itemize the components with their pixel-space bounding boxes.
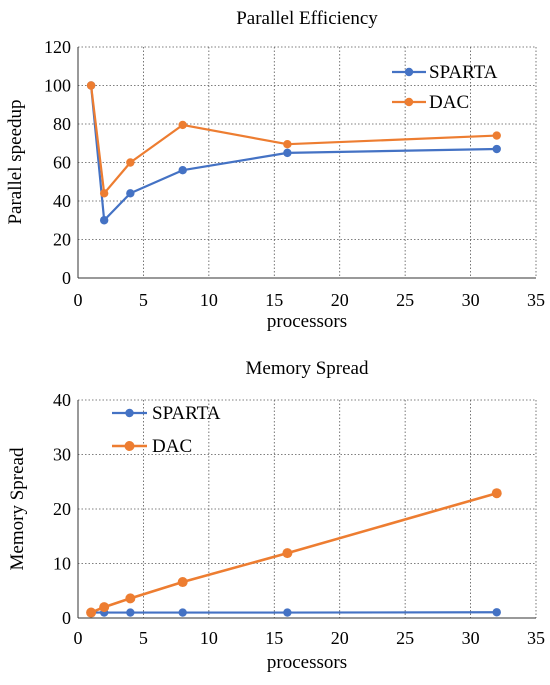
data-point — [126, 189, 134, 197]
data-point — [178, 608, 186, 616]
x-tick-label: 10 — [200, 628, 218, 648]
legend-entry: DAC — [112, 436, 192, 457]
series-line — [91, 493, 497, 612]
x-tick-label: 10 — [200, 290, 218, 310]
data-point — [492, 488, 502, 498]
data-point — [493, 131, 501, 139]
legend-label: SPARTA — [152, 403, 221, 424]
x-tick-label: 30 — [462, 628, 480, 648]
legend-label: DAC — [152, 436, 192, 457]
x-axis-label: processors — [267, 652, 347, 673]
x-tick-label: 25 — [396, 628, 414, 648]
y-tick-label: 60 — [53, 153, 71, 173]
x-axis-label: processors — [267, 311, 347, 332]
y-tick-label: 40 — [53, 191, 71, 211]
data-point — [282, 548, 292, 558]
x-tick-label: 15 — [265, 290, 283, 310]
chart-2: Memory Spread 0 5 10 15 20 25 30 35 0 10 20 30 40 proc… — [7, 358, 545, 673]
x-tick-label: 25 — [396, 290, 414, 310]
data-point — [126, 158, 134, 166]
data-point — [126, 608, 134, 616]
x-tick-label: 30 — [462, 290, 480, 310]
data-point — [99, 602, 109, 612]
data-point — [178, 577, 188, 587]
x-tick-label: 0 — [74, 290, 83, 310]
y-tick-label: 30 — [53, 445, 71, 465]
legend-label: SPARTA — [429, 62, 498, 83]
data-point — [283, 149, 291, 157]
chart-title: Parallel Efficiency — [236, 8, 378, 29]
y-tick-label: 100 — [44, 76, 71, 96]
chart-1: Parallel Efficiency 0 5 10 15 20 25 30 35 0 20 40 60… — [5, 8, 545, 332]
legend-entry: DAC — [392, 92, 469, 113]
legend-entry: SPARTA — [392, 62, 498, 83]
data-point — [493, 145, 501, 153]
y-tick-label: 40 — [53, 390, 71, 410]
x-tick-label: 20 — [331, 628, 349, 648]
y-tick-label: 0 — [62, 268, 71, 288]
x-tick-label: 5 — [139, 290, 148, 310]
data-point — [283, 140, 291, 148]
legend-marker — [405, 98, 413, 106]
x-tick-label: 5 — [139, 628, 148, 648]
data-point — [86, 608, 96, 618]
legend-marker — [125, 409, 133, 417]
legend-entry: SPARTA — [112, 403, 221, 424]
x-tick-label: 35 — [527, 290, 545, 310]
series-sparta — [87, 608, 501, 617]
y-axis-label: Memory Spread — [7, 447, 28, 570]
data-point — [87, 81, 95, 89]
data-point — [493, 608, 501, 616]
data-point — [178, 121, 186, 129]
data-point — [178, 166, 186, 174]
x-tick-label: 35 — [527, 628, 545, 648]
data-point — [100, 216, 108, 224]
legend-marker — [125, 441, 135, 451]
chart-title: Memory Spread — [246, 358, 369, 379]
y-tick-label: 20 — [53, 230, 71, 250]
y-tick-label: 120 — [44, 37, 71, 57]
series-dac — [86, 488, 502, 617]
y-axis-label: Parallel speedup — [5, 99, 26, 224]
y-tick-label: 20 — [53, 499, 71, 519]
y-tick-label: 0 — [62, 608, 71, 628]
legend-marker — [405, 68, 413, 76]
x-tick-label: 0 — [74, 628, 83, 648]
x-tick-label: 20 — [331, 290, 349, 310]
legend-label: DAC — [429, 92, 469, 113]
data-point — [100, 189, 108, 197]
y-tick-label: 80 — [53, 114, 71, 134]
data-point — [283, 608, 291, 616]
y-tick-label: 10 — [53, 554, 71, 574]
x-tick-label: 15 — [265, 628, 283, 648]
data-point — [125, 593, 135, 603]
